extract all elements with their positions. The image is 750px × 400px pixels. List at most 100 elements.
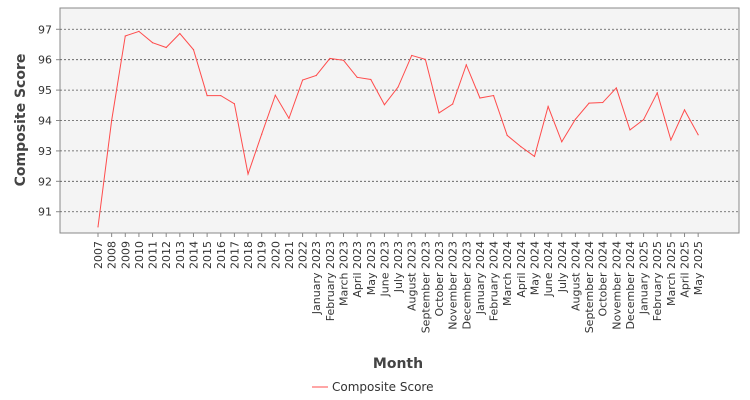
y-tick-label: 97 xyxy=(38,23,52,36)
x-tick-label: 2020 xyxy=(269,241,282,269)
x-tick-label: September 2024 xyxy=(583,241,596,333)
data-point xyxy=(247,173,249,175)
x-tick-label: 2012 xyxy=(160,241,173,269)
legend-label: Composite Score xyxy=(332,380,433,394)
x-tick-label: November 2023 xyxy=(447,241,460,330)
x-tick-label: March 2024 xyxy=(501,241,514,306)
y-tick-label: 94 xyxy=(38,115,52,128)
x-tick-label: May 2023 xyxy=(365,241,378,295)
x-tick-label: 2015 xyxy=(201,241,214,269)
y-axis-title: Composite Score xyxy=(13,54,29,187)
data-point xyxy=(656,92,658,94)
data-point xyxy=(206,94,208,97)
x-tick-label: 2016 xyxy=(215,241,228,269)
x-tick-label: January 2024 xyxy=(474,241,487,315)
data-point xyxy=(315,74,317,77)
data-point xyxy=(179,32,181,35)
data-point xyxy=(302,79,304,81)
data-point xyxy=(533,155,536,157)
x-tick-label: April 2025 xyxy=(679,241,692,298)
data-point xyxy=(192,49,195,51)
data-point xyxy=(438,112,440,114)
x-tick-label: October 2024 xyxy=(597,241,610,317)
data-point xyxy=(370,78,372,81)
data-point xyxy=(97,226,99,228)
x-tick-labels: 2007 2008 2009 2010 2011 2012 2013 2014 2015 2016… xyxy=(92,233,705,333)
x-tick-label: 2013 xyxy=(174,241,187,269)
data-point xyxy=(383,104,386,106)
data-point xyxy=(629,129,631,131)
y-tick-label: 96 xyxy=(38,54,52,67)
x-tick-label: August 2023 xyxy=(406,241,419,311)
data-point xyxy=(643,118,645,121)
legend: Composite Score xyxy=(312,380,433,394)
x-tick-label: 2008 xyxy=(106,241,119,269)
x-tick-label: 2009 xyxy=(119,241,132,269)
data-point xyxy=(288,117,290,119)
x-tick-label: June 2024 xyxy=(542,241,555,297)
data-point xyxy=(465,64,467,66)
data-point xyxy=(356,76,358,78)
data-point xyxy=(506,134,508,136)
x-axis-title: Month xyxy=(373,356,423,372)
x-tick-label: December 2024 xyxy=(624,241,637,330)
x-tick-label: April 2024 xyxy=(515,241,528,298)
data-point xyxy=(151,42,154,44)
x-tick-label: February 2024 xyxy=(488,241,501,321)
data-point xyxy=(452,103,454,105)
data-point xyxy=(670,139,672,141)
x-tick-label: April 2023 xyxy=(351,241,364,298)
x-tick-label: June 2023 xyxy=(378,241,391,297)
data-point xyxy=(588,102,590,104)
data-point xyxy=(233,103,235,105)
x-tick-label: 2007 xyxy=(92,241,105,269)
data-point xyxy=(165,46,167,49)
x-tick-label: 2014 xyxy=(187,241,200,269)
x-tick-label: May 2024 xyxy=(528,241,541,295)
data-point xyxy=(520,146,522,148)
data-point xyxy=(329,57,331,60)
x-tick-label: December 2023 xyxy=(460,241,473,330)
data-point xyxy=(602,101,604,104)
data-point xyxy=(424,58,426,60)
x-tick-label: 2011 xyxy=(147,241,160,269)
x-tick-label: October 2023 xyxy=(433,241,446,317)
x-tick-label: February 2025 xyxy=(651,241,664,321)
x-tick-label: 2017 xyxy=(228,241,241,269)
data-point xyxy=(547,105,549,108)
grid-lines xyxy=(60,28,739,213)
x-tick-label: 2019 xyxy=(256,241,269,269)
y-tick-label: 95 xyxy=(38,84,52,97)
data-point xyxy=(411,54,413,57)
data-point xyxy=(697,134,699,136)
data-point xyxy=(274,94,276,96)
x-tick-label: March 2025 xyxy=(665,241,678,306)
data-point xyxy=(683,109,686,111)
x-tick-label: 2022 xyxy=(297,241,310,269)
data-point xyxy=(138,30,140,33)
y-tick-label: 91 xyxy=(38,206,52,219)
x-tick-label: July 2023 xyxy=(392,241,405,293)
data-point xyxy=(574,118,577,120)
series-group xyxy=(97,30,699,228)
x-tick-label: May 2025 xyxy=(692,241,705,295)
y-tick-labels: 91 92 93 94 95 96 97 xyxy=(38,23,60,219)
x-tick-label: March 2023 xyxy=(338,241,351,306)
x-tick-label: January 2025 xyxy=(638,241,651,315)
x-tick-label: November 2024 xyxy=(610,241,623,330)
data-point xyxy=(492,94,495,97)
data-point xyxy=(111,119,113,122)
y-tick-label: 92 xyxy=(38,175,52,188)
data-point xyxy=(342,59,345,61)
data-point xyxy=(615,87,617,89)
data-point xyxy=(220,94,222,97)
x-tick-label: February 2023 xyxy=(324,241,337,321)
x-tick-label: July 2024 xyxy=(556,241,569,293)
data-point xyxy=(397,86,399,88)
data-point xyxy=(479,97,481,99)
data-point xyxy=(561,141,563,143)
x-tick-label: 2018 xyxy=(242,241,255,269)
y-tick-label: 93 xyxy=(38,145,52,158)
x-tick-label: 2010 xyxy=(133,241,146,269)
